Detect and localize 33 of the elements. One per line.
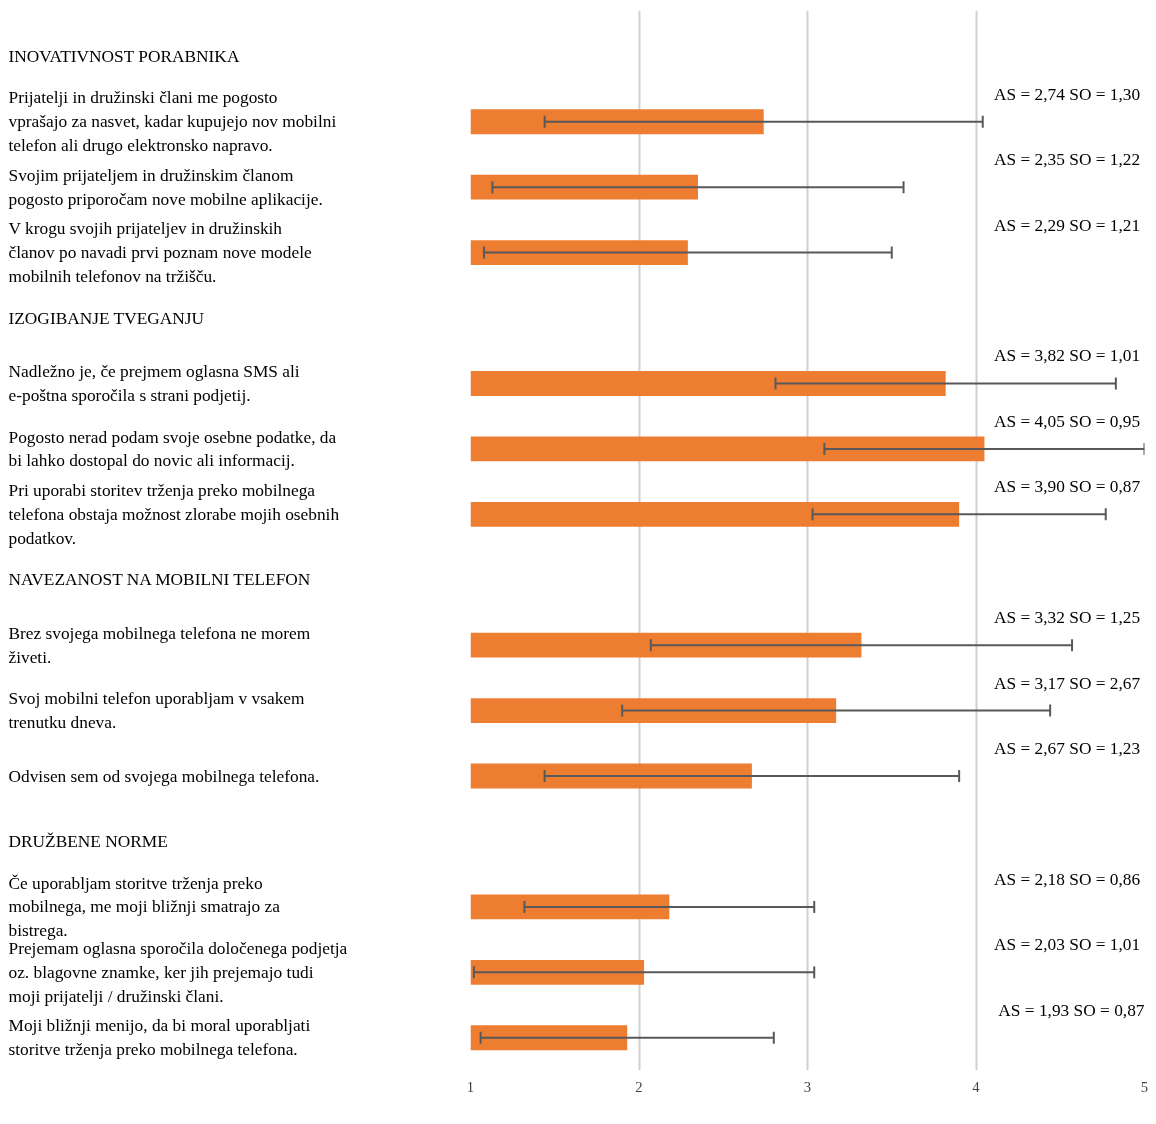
y-tick-label: Če uporabljam storitve trženja preko mobilnega, me moji bližnji smatrajo za bistrega.	[8, 873, 281, 941]
y-tick-label: Nadležno je, če prejmem oglasna SMS ali e-poštna sporočila s strani podjetij.	[8, 362, 300, 405]
y-tick-label: Moji bližnji menijo, da bi moral uporabljati storitve trženja preko mobilnega telefona.	[8, 1016, 311, 1060]
y-tick-label: Prejemam oglasna sporočila določenega podjetja oz. blagovne znamke, ker jih prejemajo tudi moji prijatelji / družinski člani.	[8, 939, 348, 1006]
data-label: AS = 4,05 SO = 0,95	[994, 411, 1141, 431]
y-tick-label: Odvisen sem od svojega mobilnega telefona.	[8, 766, 320, 786]
y-tick-label: Svojim prijateljem in družinskim članom pogosto priporočam nove mobilne aplikacije.	[8, 165, 323, 209]
data-label: AS = 2,67 SO = 1,23	[994, 739, 1141, 759]
y-tick-label: IZOGIBANJE TVEGANJU	[8, 308, 205, 328]
data-label: AS = 2,35 SO = 1,22	[994, 150, 1141, 170]
data-label: AS = 2,03 SO = 1,01	[994, 935, 1141, 955]
data-label: AS = 3,17 SO = 2,67	[994, 673, 1141, 693]
x-tick-label: 3	[803, 1078, 812, 1095]
data-label: AS = 2,29 SO = 1,21	[994, 215, 1141, 235]
y-tick-label: Pogosto nerad podam svoje osebne podatke, da bi lahko dostopal do novic ali informacij.	[8, 427, 337, 471]
y-tick-label: NAVEZANOST NA MOBILNI TELEFON	[8, 570, 311, 590]
x-tick-label: 5	[1140, 1078, 1149, 1095]
y-tick-label: Pri uporabi storitev trženja preko mobilnega telefona obstaja možnost zlorabe mojih osebnih podatkov.	[8, 481, 340, 548]
y-tick-label: Prijatelji in družinski člani me pogosto vprašajo za nasvet, kadar kupujejo nov mobilni telefon ali drugo elektronsko napravo.	[8, 88, 337, 155]
y-tick-label: Brez svojega mobilnega telefona ne morem živeti.	[8, 623, 311, 667]
y-tick-label: V krogu svojih prijateljev in družinskih članov po navadi prvi poznam nove modele mobilnih telefonov na tržišču.	[8, 219, 312, 286]
data-label: AS = 3,82 SO = 1,01	[994, 346, 1141, 366]
data-label: AS = 3,90 SO = 0,87	[994, 477, 1141, 497]
x-tick-label: 2	[635, 1078, 643, 1095]
y-tick-label: INOVATIVNOST PORABNIKA	[8, 46, 240, 66]
x-tick-label: 4	[972, 1078, 981, 1095]
data-label: AS = 1,93 SO = 0,87	[998, 1000, 1145, 1020]
y-tick-label: DRUŽBENE NORME	[8, 831, 168, 851]
data-label: AS = 2,18 SO = 0,86	[994, 869, 1141, 889]
y-tick-label: Svoj mobilni telefon uporabljam v vsakem trenutku dneva.	[8, 689, 305, 732]
data-label: AS = 3,32 SO = 1,25	[994, 608, 1141, 628]
x-tick-label: 1	[466, 1078, 475, 1095]
data-label: AS = 2,74 SO = 1,30	[994, 84, 1141, 104]
